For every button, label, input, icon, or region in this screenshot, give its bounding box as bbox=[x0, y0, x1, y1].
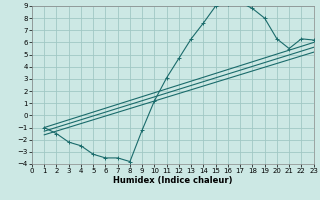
X-axis label: Humidex (Indice chaleur): Humidex (Indice chaleur) bbox=[113, 176, 233, 185]
